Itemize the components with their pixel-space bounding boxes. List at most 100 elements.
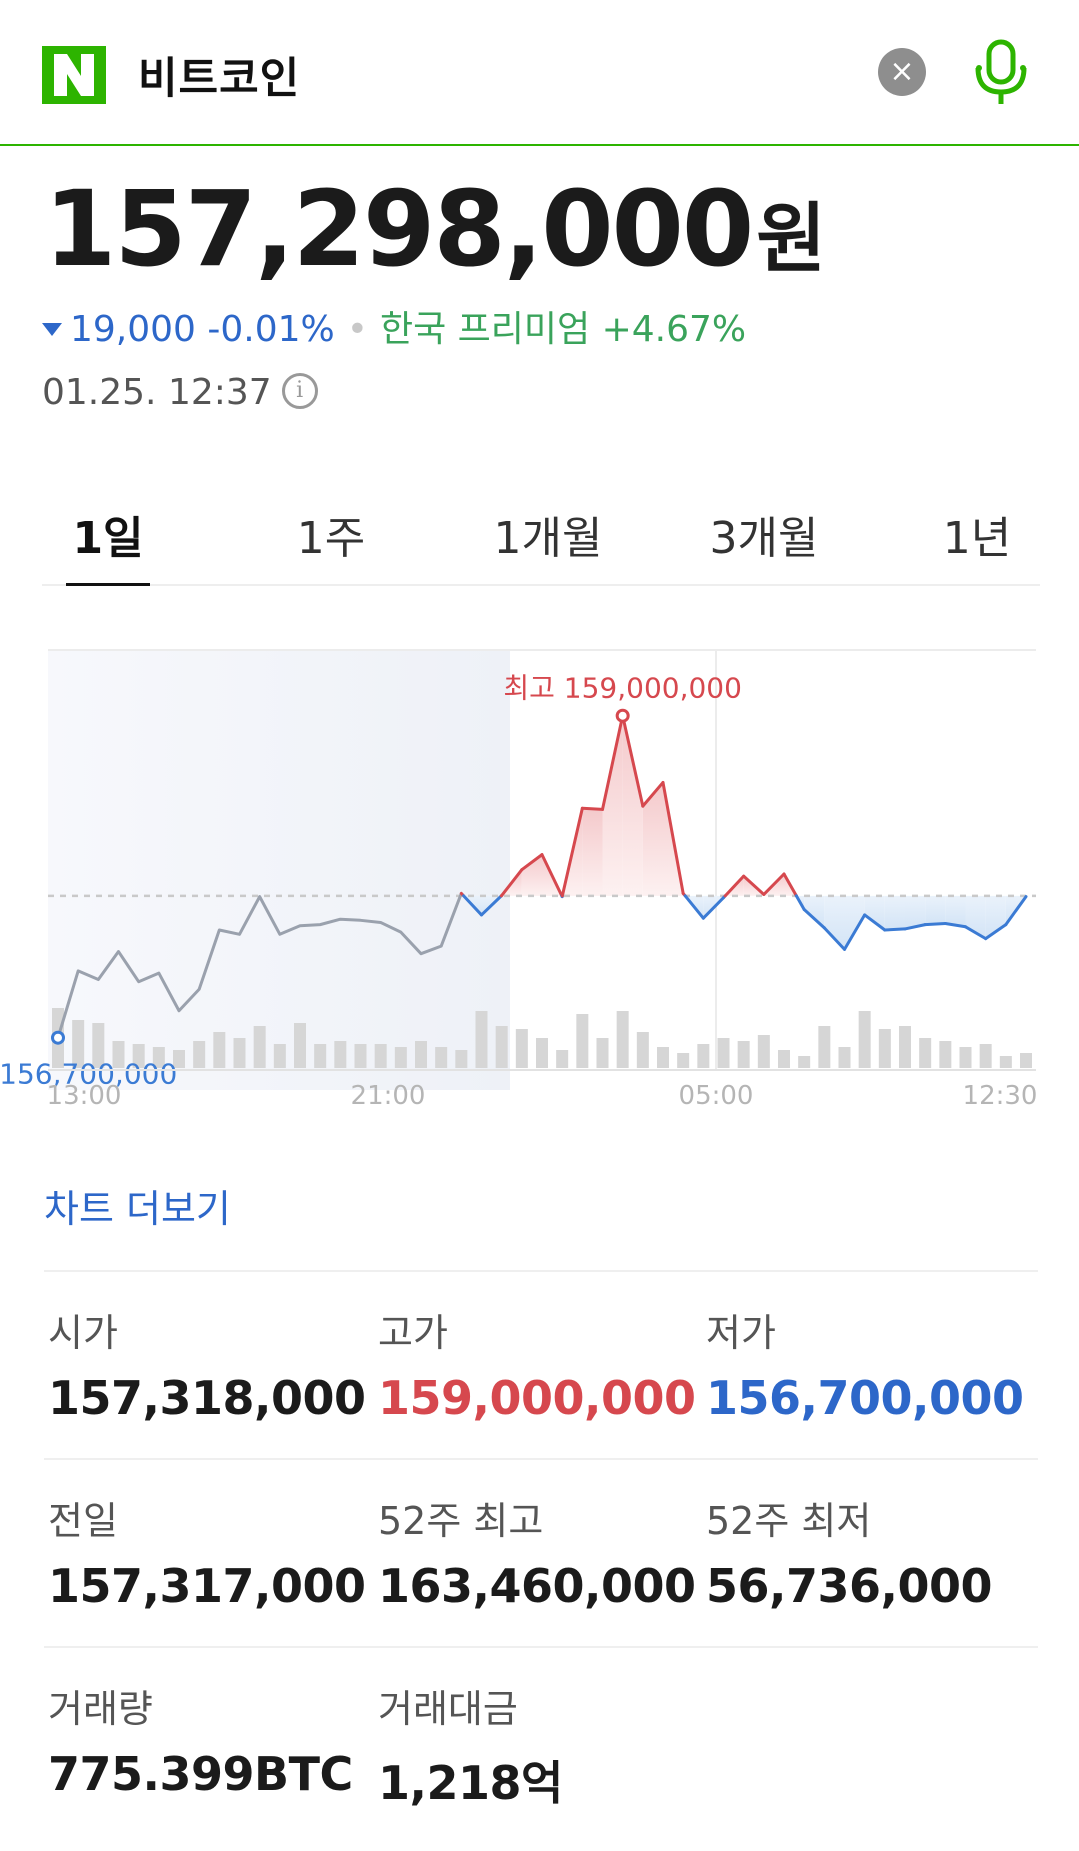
price-line-down (943, 922, 967, 929)
stat-52w-high: 52주 최고 163,460,000 (378, 1490, 696, 1613)
stat-label: 52주 최저 (706, 1499, 872, 1543)
volume-bar (959, 1047, 972, 1068)
stat-value: 156,700,000 (706, 1371, 1024, 1425)
area-fill-down (925, 895, 946, 925)
volume-bar (858, 1011, 871, 1068)
area-fill-down (844, 895, 865, 950)
volume-bar (677, 1053, 690, 1068)
down-arrow-icon (42, 322, 62, 336)
volume-bar (939, 1041, 952, 1068)
price-line-up (560, 806, 584, 898)
price-line-up (580, 806, 604, 811)
price-line-down (480, 894, 503, 917)
volume-bar (798, 1056, 811, 1068)
volume-bar (778, 1050, 790, 1068)
x-tick-label: 12:30 (963, 1081, 1038, 1111)
stat-label: 거래대금 (378, 1687, 518, 1731)
price-line-up (540, 853, 564, 898)
price-line-down (923, 922, 947, 927)
area-fill-down (463, 895, 482, 915)
timestamp: 01.25. 12:37 (42, 372, 272, 413)
tab-1-week[interactable]: 1주 (296, 513, 366, 564)
microphone-icon[interactable] (970, 38, 1032, 108)
volume-bar (495, 1026, 508, 1068)
volume-bar (314, 1044, 327, 1068)
area-fill-down (965, 895, 986, 939)
stat-label: 전일 (48, 1499, 118, 1543)
stat-trade-value: 거래대금 1,218억 (378, 1678, 563, 1813)
period-tabs: 1일 1주 1개월 3개월 1년 (42, 488, 1040, 586)
tab-3-months[interactable]: 3개월 (709, 513, 819, 564)
close-icon: × (889, 54, 915, 89)
divider (44, 1270, 1038, 1272)
price-change: 19,000 -0.01% (70, 309, 335, 350)
price-line-up (661, 780, 685, 895)
chart-shade-before (48, 650, 510, 1090)
price-line-down (822, 926, 846, 951)
area-fill-up (622, 715, 643, 896)
volume-bar (636, 1032, 649, 1068)
price-line-before (56, 892, 463, 1039)
price-line-down (683, 894, 705, 920)
volume-bar (233, 1038, 246, 1068)
volume-bar (838, 1047, 851, 1068)
korea-premium: 한국 프리미엄 +4.67% (380, 309, 747, 350)
price-line-down (843, 913, 867, 951)
area-fill-down (945, 895, 966, 927)
stat-value: 157,317,000 (48, 1559, 366, 1613)
stat-label: 시가 (48, 1311, 118, 1355)
price-line-up (723, 874, 746, 898)
area-fill-down (804, 895, 825, 928)
price-line-up (520, 853, 544, 872)
naver-logo[interactable] (42, 46, 106, 104)
stat-volume: 거래량 775.399BTC (48, 1678, 353, 1801)
tab-1-month[interactable]: 1개월 (493, 513, 603, 564)
price-value: 157,298,000 (44, 168, 754, 290)
volume-bar (556, 1050, 569, 1068)
volume-bar (415, 1041, 427, 1068)
area-fill-up (602, 715, 623, 896)
area-fill-down (481, 895, 502, 915)
area-fill-down (864, 895, 885, 930)
volume-bar (596, 1038, 609, 1068)
price-line-up (601, 714, 625, 811)
stat-prev-close: 전일 157,317,000 (48, 1490, 366, 1613)
timestamp-row: 01.25. 12:37 i (42, 372, 318, 413)
volume-bar (475, 1011, 488, 1068)
price-line-up (782, 872, 798, 898)
price-line-down (964, 925, 988, 941)
area-fill-down (824, 895, 845, 950)
price-line-down (802, 908, 826, 930)
stat-high: 고가 159,000,000 (378, 1302, 696, 1425)
price-line-up (621, 714, 645, 808)
stat-label: 고가 (378, 1311, 448, 1355)
price-chart[interactable]: 최고 159,000,000 최저 156,700,000 13:00 21:00 0… (0, 630, 1079, 1120)
volume-bar (455, 1050, 468, 1068)
price-line-up (641, 780, 665, 808)
stat-value: 775.399BTC (48, 1747, 353, 1801)
chart-more-link[interactable]: 차트 더보기 (44, 1187, 231, 1231)
price-line-down (794, 894, 806, 912)
volume-bar (354, 1044, 367, 1068)
tab-1-year[interactable]: 1년 (942, 513, 1012, 564)
price-line-up (742, 874, 766, 896)
volume-bar (616, 1011, 629, 1068)
info-icon[interactable]: i (281, 373, 318, 409)
volume-bar (253, 1026, 266, 1068)
price-line-down (903, 923, 927, 931)
volume-bar (515, 1029, 528, 1068)
x-tick-label: 05:00 (679, 1081, 754, 1111)
volume-bar (657, 1047, 669, 1068)
volume-bar (193, 1041, 206, 1068)
tab-1-day[interactable]: 1일 (66, 502, 150, 586)
volume-bar (899, 1026, 911, 1068)
clear-search-button[interactable]: × (878, 48, 926, 96)
price-line-up (762, 872, 786, 896)
volume-bar (374, 1044, 387, 1068)
area-fill-down (905, 895, 926, 929)
volume-bar (152, 1047, 165, 1068)
high-label: 최고 159,000,000 (503, 672, 742, 705)
search-query[interactable]: 비트코인 (138, 54, 301, 104)
x-tick-label: 21:00 (351, 1081, 426, 1111)
change-row: 19,000 -0.01% • 한국 프리미엄 +4.67% (42, 300, 746, 352)
